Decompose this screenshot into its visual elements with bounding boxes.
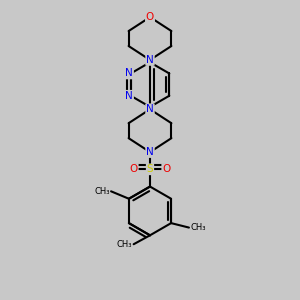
- Text: CH₃: CH₃: [190, 223, 206, 232]
- Text: CH₃: CH₃: [117, 240, 132, 249]
- Text: O: O: [130, 164, 138, 174]
- Text: N: N: [125, 68, 133, 79]
- Text: N: N: [125, 91, 133, 101]
- Text: N: N: [146, 104, 154, 114]
- Text: O: O: [162, 164, 170, 174]
- Text: N: N: [146, 147, 154, 157]
- Text: O: O: [146, 12, 154, 22]
- Text: N: N: [146, 55, 154, 65]
- Text: S: S: [147, 164, 153, 174]
- Text: CH₃: CH₃: [94, 187, 110, 196]
